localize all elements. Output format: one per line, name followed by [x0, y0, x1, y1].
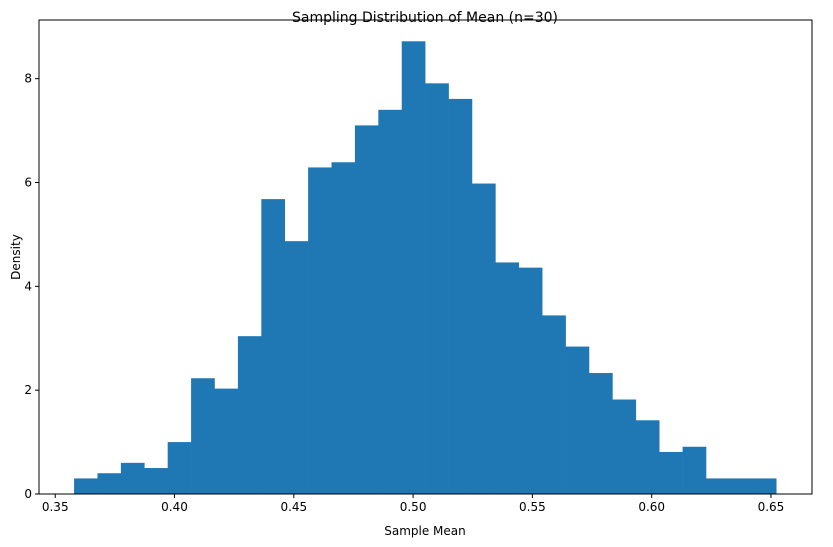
histogram-bar [401, 41, 426, 495]
histogram-bar [97, 473, 122, 494]
histogram-bar [120, 462, 145, 494]
axes-frame [38, 19, 813, 495]
histogram-bars [74, 41, 777, 495]
chart-title: Sampling Distribution of Mean (n=30) [292, 10, 558, 26]
histogram-bar [752, 478, 777, 494]
y-tick-label: 0 [24, 487, 32, 501]
y-axis-ticks: 0 2 4 6 8 [24, 72, 39, 501]
histogram-bar [448, 98, 473, 494]
y-axis-label: Density [9, 234, 23, 280]
histogram-bar [565, 346, 590, 494]
histogram-bar [635, 420, 660, 494]
histogram-bar [659, 451, 683, 494]
x-tick-label: 0.65 [758, 500, 785, 514]
x-tick-label: 0.50 [400, 500, 427, 514]
y-tick-label: 8 [24, 72, 32, 86]
histogram-bar [612, 399, 637, 494]
histogram-bar [354, 125, 379, 494]
histogram-bar [74, 478, 98, 494]
histogram-bar [471, 183, 496, 494]
histogram-bar [167, 442, 192, 494]
histogram-bar [191, 378, 215, 494]
y-tick-label: 2 [24, 383, 32, 397]
y-tick-label: 6 [24, 175, 32, 189]
histogram-bar [542, 315, 566, 494]
x-axis-ticks: 0.35 0.40 0.45 0.50 0.55 0.60 0.65 [42, 494, 784, 514]
histogram-bar [144, 468, 168, 494]
x-tick-label: 0.40 [161, 500, 188, 514]
x-tick-label: 0.35 [42, 500, 69, 514]
histogram-bar [261, 199, 286, 495]
x-tick-label: 0.55 [519, 500, 546, 514]
histogram-bar [729, 478, 754, 494]
y-tick-label: 4 [24, 279, 32, 293]
histogram-bar [308, 167, 332, 494]
histogram-bar [518, 267, 543, 494]
histogram-bar [284, 241, 309, 494]
histogram-bar [495, 262, 520, 494]
x-tick-label: 0.60 [638, 500, 665, 514]
histogram-bar [331, 162, 356, 494]
histogram-bar [214, 388, 239, 494]
histogram-bar [705, 478, 730, 494]
x-axis-label: Sample Mean [384, 524, 466, 538]
histogram-bar [682, 446, 707, 494]
histogram-bar [237, 336, 262, 494]
histogram-bar [588, 373, 613, 494]
x-tick-label: 0.45 [280, 500, 307, 514]
histogram-bar [425, 83, 449, 495]
histogram-bar [378, 109, 403, 495]
